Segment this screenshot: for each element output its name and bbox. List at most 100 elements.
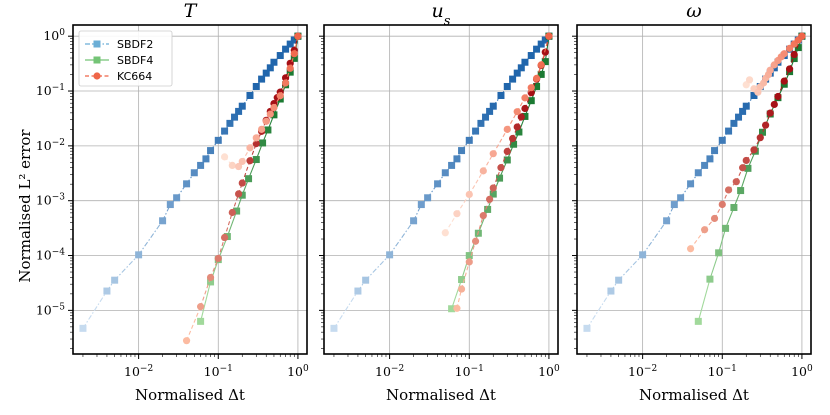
data-point <box>785 65 794 73</box>
data-point <box>537 61 545 69</box>
data-point <box>259 139 267 147</box>
series-segment <box>709 252 720 280</box>
series-kc664 <box>220 32 302 171</box>
data-point <box>497 164 505 172</box>
series-segment <box>241 160 251 184</box>
panel-2: 10−2 10−1 100 us Normalised Δt <box>319 0 560 404</box>
data-point <box>228 208 236 217</box>
data-point <box>441 169 449 177</box>
data-point <box>206 273 215 282</box>
data-point <box>742 156 750 165</box>
series-segment <box>492 167 502 189</box>
data-point <box>607 287 615 295</box>
grid <box>73 25 307 354</box>
data-point <box>220 233 229 242</box>
data-point <box>722 224 730 232</box>
series-segment <box>451 279 463 309</box>
data-point <box>730 119 738 127</box>
data-point <box>780 77 788 85</box>
data-point <box>252 134 260 142</box>
series-kc664 <box>441 32 553 237</box>
y-tick-label: 10−2 <box>36 138 65 153</box>
data-point <box>458 276 466 284</box>
data-point <box>453 210 461 218</box>
data-point <box>238 191 246 199</box>
data-point <box>258 75 266 83</box>
data-point <box>448 161 456 169</box>
data-point <box>235 107 243 115</box>
legend: SBDF2 SBDF4 KC664 <box>78 30 173 87</box>
data-point <box>503 156 511 164</box>
data-point <box>233 207 241 215</box>
ticks: 10−2 10−1 100 10−5 10−4 10−3 10−2 10−1 100 <box>36 28 309 379</box>
y-axis-label: Normalised L² error <box>16 129 34 283</box>
data-point <box>111 276 119 284</box>
data-point <box>235 190 243 198</box>
data-point <box>453 155 461 163</box>
data-point <box>489 150 497 158</box>
data-point <box>479 167 487 175</box>
ticks: 10−2 10−1 100 <box>572 35 813 379</box>
data-point <box>465 252 473 260</box>
series-segment <box>114 254 140 281</box>
data-point <box>258 125 266 133</box>
data-point <box>521 58 529 66</box>
data-point <box>513 108 521 116</box>
data-point <box>290 36 298 44</box>
data-point <box>790 50 798 59</box>
data-point <box>262 117 270 125</box>
data-point <box>286 64 294 72</box>
data-point <box>521 104 529 113</box>
data-point <box>290 50 298 58</box>
series-segment <box>690 229 706 250</box>
panel-frame <box>576 24 812 355</box>
data-point <box>770 100 778 109</box>
series-segment <box>586 290 612 329</box>
data-point <box>513 69 521 77</box>
x-axis-label: Normalised Δt <box>135 386 245 404</box>
data-point <box>756 134 764 142</box>
data-point <box>238 102 246 110</box>
x-tick-label: 10−2 <box>628 364 657 379</box>
legend-entry-sbdf2: SBDF2 <box>85 38 153 51</box>
series-segment <box>333 290 359 329</box>
data-point <box>458 147 466 155</box>
data-point <box>486 195 494 203</box>
data-point <box>759 128 767 136</box>
y-tick-label: 10−3 <box>36 193 65 208</box>
panel-3: 10−2 10−1 100 ω Normalised Δt <box>572 0 813 404</box>
data-point <box>266 64 274 72</box>
series-segment <box>540 36 550 66</box>
data-point <box>766 66 774 74</box>
series-segment <box>475 215 484 242</box>
data-point <box>238 179 246 187</box>
series-segment <box>544 36 550 62</box>
series-segment <box>468 233 479 256</box>
data-point <box>448 305 456 313</box>
data-point <box>725 127 733 135</box>
data-point <box>750 91 758 99</box>
y-tick-label: 10−5 <box>36 302 65 317</box>
data-point <box>639 251 647 259</box>
series-segment <box>461 261 470 290</box>
data-point <box>496 174 504 182</box>
data-point <box>745 76 754 84</box>
x-axis-label: Normalised Δt <box>386 386 496 404</box>
data-point <box>497 91 505 99</box>
panels-layer: 10−2 10−1 100 10−5 10−4 10−3 10−2 10−1 100 T Norma… <box>36 0 813 404</box>
series-kc664 <box>182 32 302 345</box>
grid <box>577 25 811 354</box>
data-point <box>489 190 497 198</box>
data-point <box>527 97 535 105</box>
data-point <box>794 44 802 52</box>
series-segment <box>365 254 391 281</box>
data-point <box>754 88 762 96</box>
data-point <box>290 54 298 62</box>
data-point <box>694 169 702 177</box>
data-point <box>735 113 743 121</box>
data-point <box>231 113 239 121</box>
series-kc664 <box>453 32 553 312</box>
series-kc664 <box>686 32 806 253</box>
data-point <box>785 44 794 52</box>
